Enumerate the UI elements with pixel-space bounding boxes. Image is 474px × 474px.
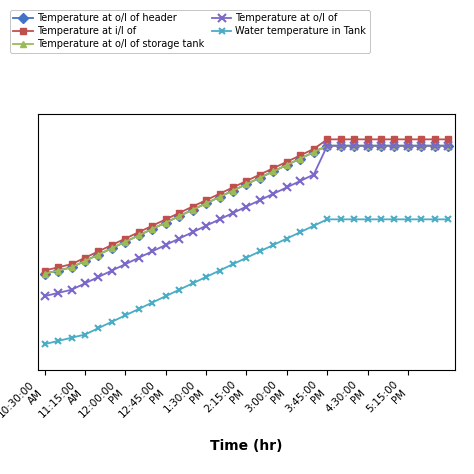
Legend: Temperature at o/l of header, Temperature at i/l of, Temperature at o/l of stora: Temperature at o/l of header, Temperatur… xyxy=(9,9,370,53)
X-axis label: Time (hr): Time (hr) xyxy=(210,439,283,453)
